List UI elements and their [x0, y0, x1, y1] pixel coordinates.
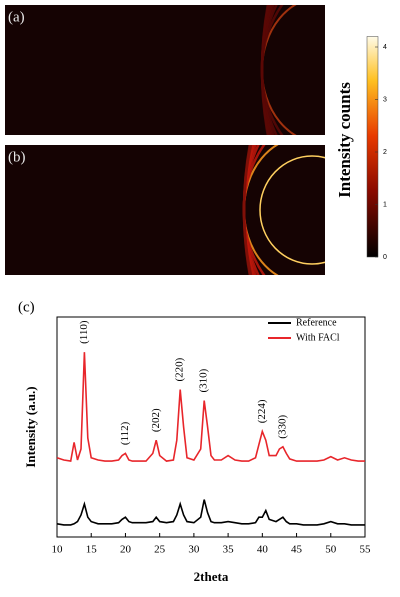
x-tick-label: 30 [188, 544, 200, 556]
legend-label: With FACl [296, 332, 340, 343]
peak-label: (330) [276, 415, 288, 439]
y-axis-label: Intensity (a.u.) [23, 386, 38, 467]
series-line [56, 352, 365, 463]
peak-label: (110) [78, 320, 90, 344]
ring [260, 5, 270, 135]
x-tick-label: 20 [120, 544, 132, 556]
panel-label: (b) [8, 149, 26, 165]
x-tick-label: 40 [257, 544, 269, 556]
x-tick-label: 50 [325, 544, 337, 556]
ring [242, 145, 252, 275]
colorbar [366, 36, 379, 258]
x-axis-label: 2theta [194, 569, 229, 584]
x-tick-label: 15 [86, 544, 98, 556]
tick-label: 2 [383, 149, 387, 156]
colorbar-label: Intensity counts [335, 82, 354, 198]
peak-label: (202) [150, 408, 162, 432]
tick-label: 0 [383, 254, 387, 261]
x-tick-label: 25 [154, 544, 166, 556]
legend-label: Reference [296, 317, 337, 328]
x-tick-label: 55 [360, 544, 372, 556]
peak-label: (112) [119, 421, 131, 445]
peak-label: (224) [256, 399, 268, 423]
diffraction-rings-a [260, 5, 297, 135]
xrd-chart: 10 15 20 25 30 35 40 45 50 55 2theta Intensity (a.u… [23, 316, 372, 584]
x-tick-label: 45 [291, 544, 303, 556]
plot-frame [56, 316, 366, 538]
tick-label: 1 [383, 201, 387, 208]
x-tick-label: 10 [52, 544, 64, 556]
ring [259, 155, 325, 265]
diffraction-rings-b [242, 145, 325, 275]
tick-label: 3 [383, 96, 387, 103]
x-tick-label: 35 [223, 544, 235, 556]
panel-label: (a) [8, 9, 25, 25]
tick-label: 4 [383, 44, 387, 51]
image-a [5, 5, 325, 135]
image-b [5, 145, 325, 275]
peak-label: (310) [198, 368, 210, 392]
panel-label: (c) [18, 299, 35, 315]
series-line [56, 499, 365, 526]
peak-label: (220) [174, 357, 186, 381]
